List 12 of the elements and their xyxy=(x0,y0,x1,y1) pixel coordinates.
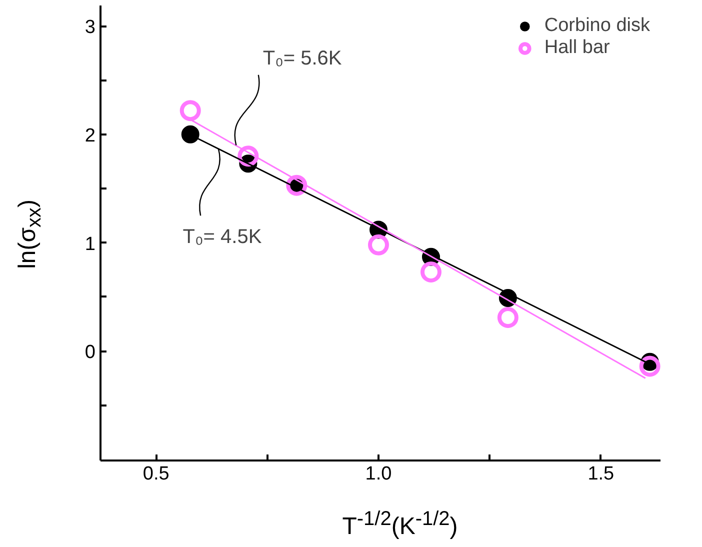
y-tick-label: 3 xyxy=(84,17,96,38)
x-tick-label: 1.5 xyxy=(588,464,614,484)
y-tick-label: 1 xyxy=(84,234,96,255)
x-axis-title: T$^{-1/2}$(K$^{-1/2}$) xyxy=(341,507,459,542)
annotation: T₀= 4.5K xyxy=(182,226,262,248)
legend-label: Corbino disk xyxy=(544,15,650,37)
legend-label: Hall bar xyxy=(544,37,610,59)
y-tick-label: 0 xyxy=(84,342,96,364)
y-tick-label: 2 xyxy=(84,125,96,146)
annotation: T₀= 5.6K xyxy=(262,47,342,70)
x-tick-label: 1.0 xyxy=(365,464,392,484)
x-tick-label: 0.5 xyxy=(142,464,170,484)
